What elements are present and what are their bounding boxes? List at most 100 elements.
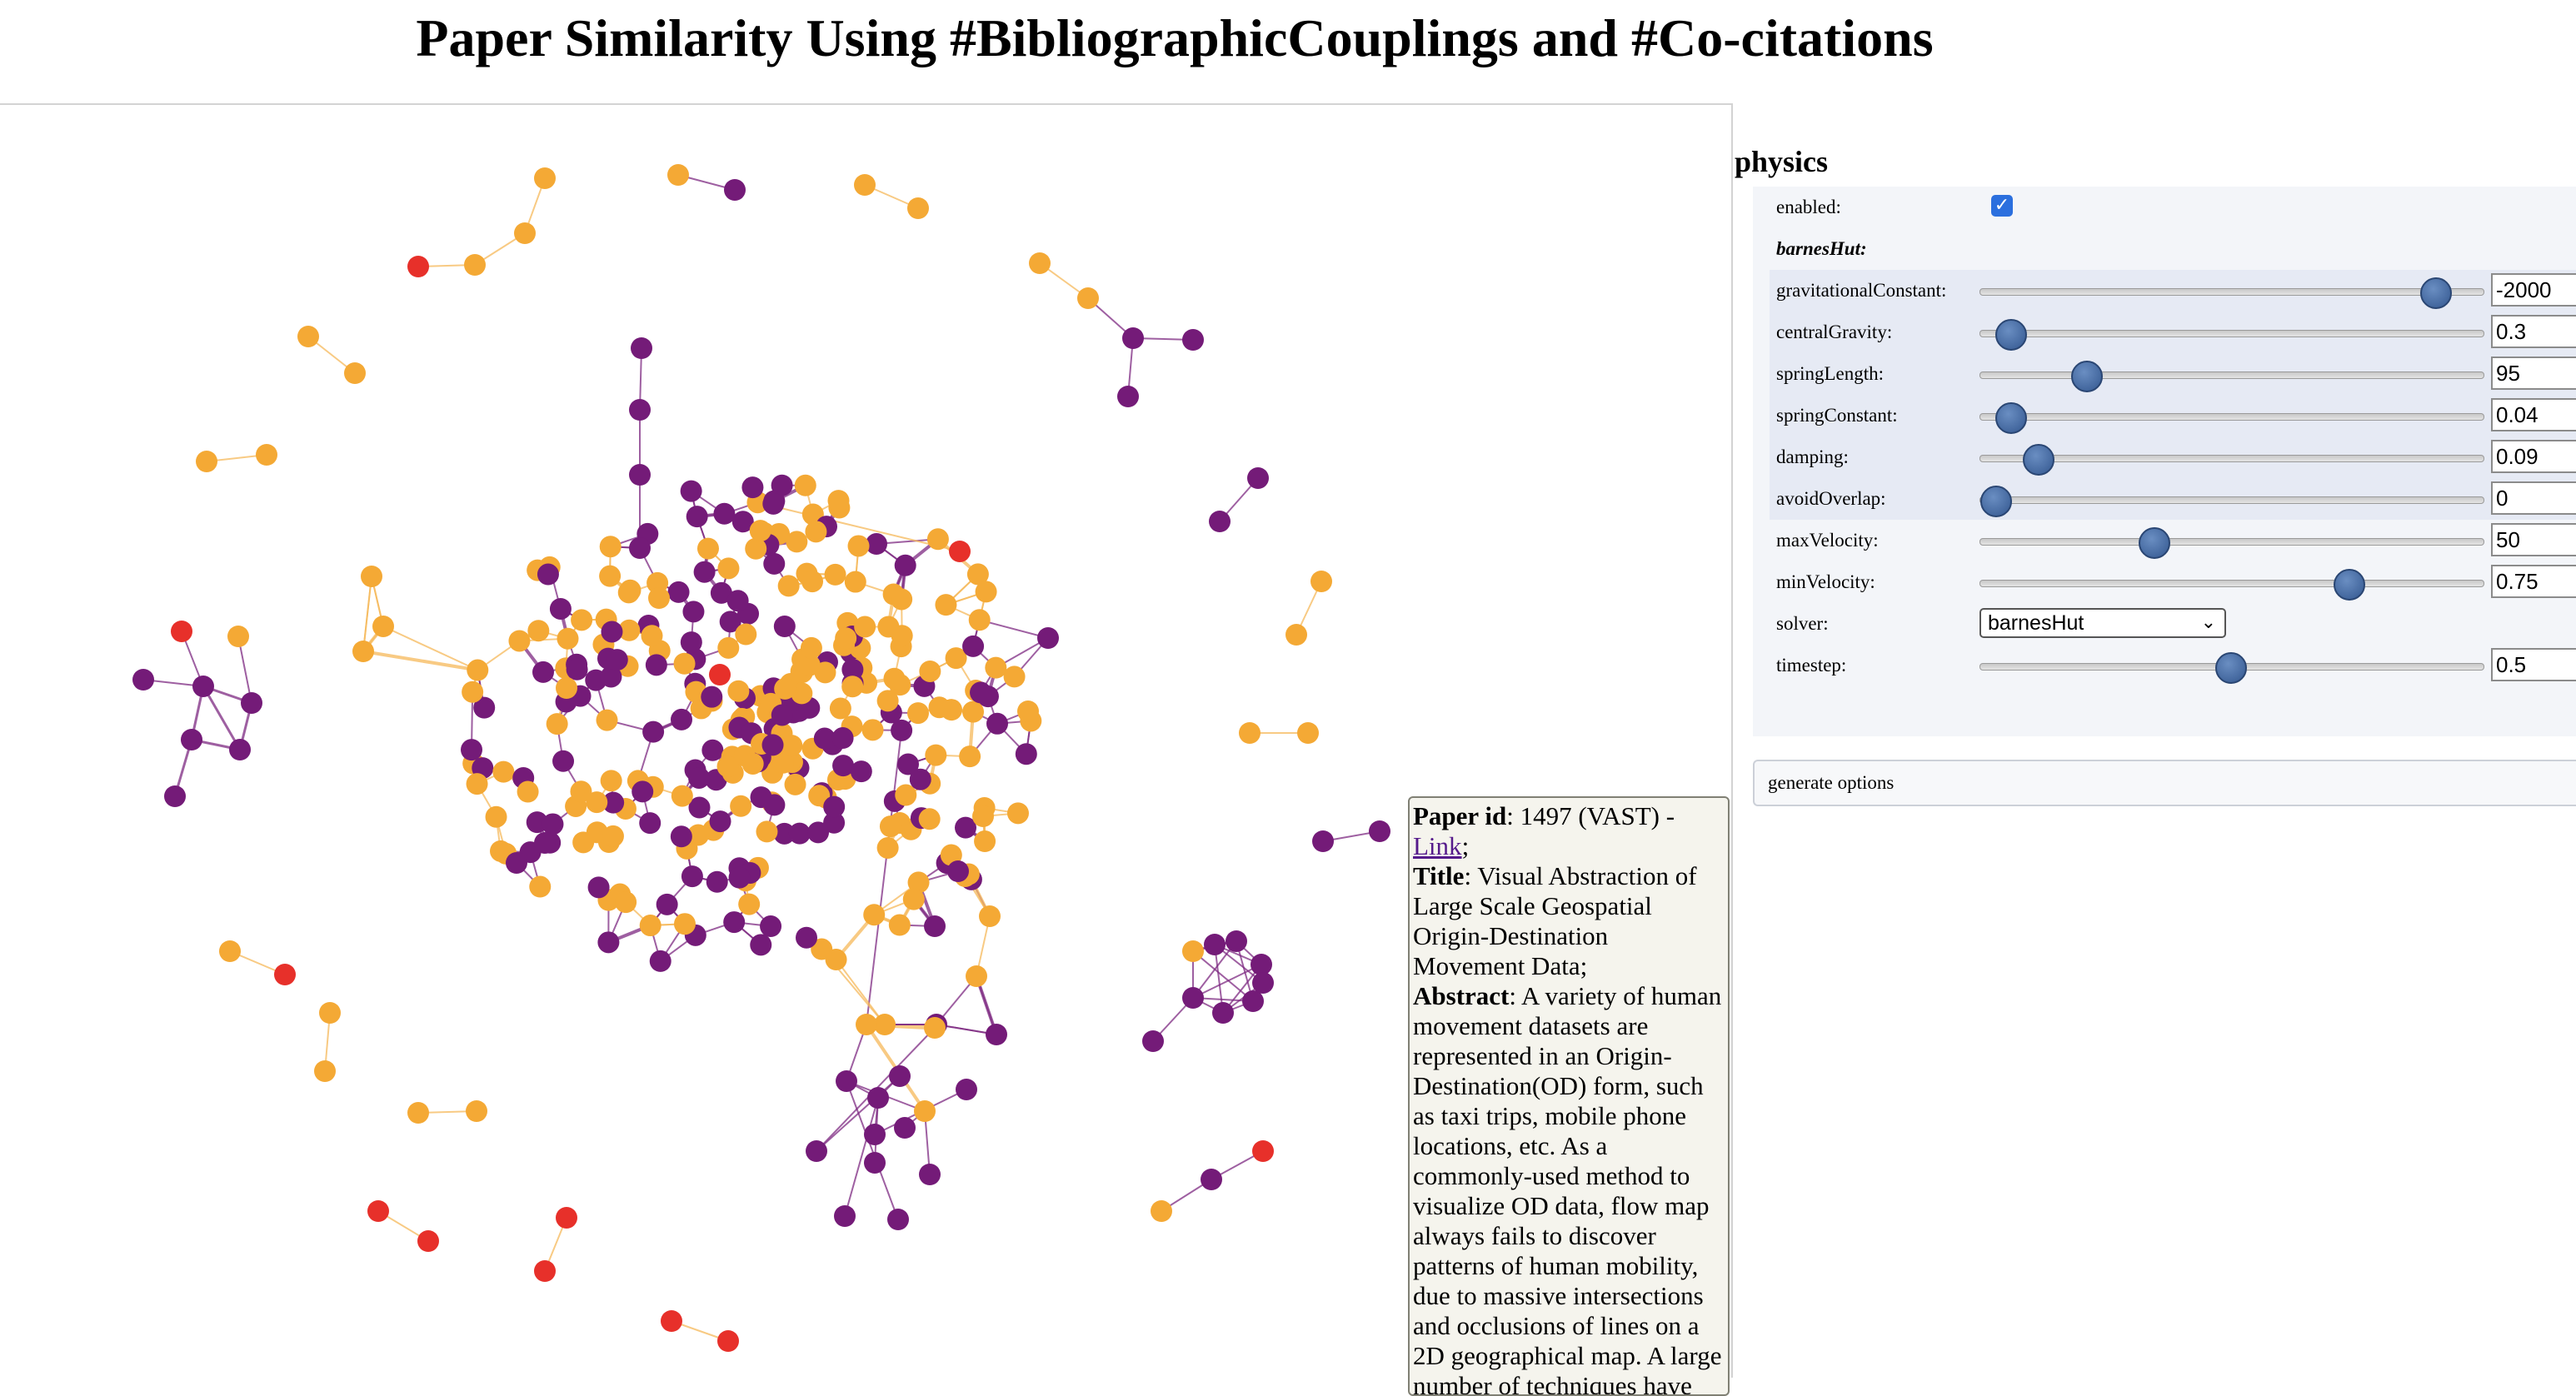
- graph-node-orange[interactable]: [848, 535, 870, 556]
- graph-node-orange[interactable]: [508, 630, 530, 651]
- graph-node-purple[interactable]: [706, 871, 728, 893]
- graph-node-orange[interactable]: [935, 594, 956, 616]
- graph-node-purple[interactable]: [713, 503, 735, 525]
- graph-node-orange[interactable]: [969, 609, 991, 631]
- graph-node-purple[interactable]: [774, 616, 796, 637]
- paper-link[interactable]: Link: [1413, 831, 1462, 860]
- graph-node-orange[interactable]: [361, 566, 382, 587]
- graph-node-purple[interactable]: [229, 739, 251, 760]
- option-slider-thumb[interactable]: [1980, 486, 2012, 517]
- graph-node-orange[interactable]: [750, 520, 771, 541]
- graph-node-orange[interactable]: [344, 362, 366, 384]
- option-slider-thumb[interactable]: [1995, 402, 2027, 434]
- graph-node-orange[interactable]: [845, 571, 866, 593]
- graph-node-orange[interactable]: [1239, 722, 1261, 744]
- option-slider[interactable]: [1979, 496, 2484, 504]
- graph-node-purple[interactable]: [1182, 987, 1204, 1009]
- graph-node-purple[interactable]: [724, 179, 746, 201]
- graph-node-orange[interactable]: [727, 681, 749, 702]
- graph-node-orange[interactable]: [492, 761, 514, 783]
- graph-node-purple[interactable]: [629, 464, 651, 486]
- graph-node-purple[interactable]: [1312, 830, 1334, 852]
- graph-node-purple[interactable]: [864, 1152, 886, 1174]
- graph-node-orange[interactable]: [979, 905, 1001, 927]
- graph-node-purple[interactable]: [681, 865, 703, 887]
- graph-node-purple[interactable]: [836, 1070, 857, 1092]
- graph-node-orange[interactable]: [841, 676, 863, 697]
- graph-node-purple[interactable]: [834, 1205, 856, 1227]
- graph-node-orange[interactable]: [877, 690, 899, 711]
- graph-node-orange[interactable]: [597, 710, 618, 731]
- graph-node-red[interactable]: [274, 964, 296, 985]
- graph-node-orange[interactable]: [863, 904, 885, 925]
- graph-node-purple[interactable]: [461, 739, 482, 760]
- option-input[interactable]: 0.75: [2491, 565, 2576, 598]
- graph-node-orange[interactable]: [877, 837, 899, 859]
- graph-node-purple[interactable]: [762, 734, 784, 755]
- graph-node-orange[interactable]: [648, 587, 670, 609]
- graph-node-orange[interactable]: [227, 626, 249, 647]
- graph-node-purple[interactable]: [807, 821, 829, 843]
- graph-node-orange[interactable]: [467, 660, 488, 681]
- graph-node-purple[interactable]: [671, 709, 692, 730]
- graph-node-purple[interactable]: [895, 555, 916, 576]
- graph-node-red[interactable]: [709, 664, 731, 686]
- graph-node-purple[interactable]: [1037, 627, 1059, 649]
- graph-node-orange[interactable]: [924, 1017, 946, 1039]
- graph-node-purple[interactable]: [947, 860, 969, 882]
- graph-node-orange[interactable]: [801, 637, 822, 659]
- graph-node-purple[interactable]: [629, 537, 651, 559]
- graph-node-purple[interactable]: [1142, 1030, 1164, 1052]
- graph-node-purple[interactable]: [710, 810, 731, 832]
- option-slider-thumb[interactable]: [2139, 527, 2170, 559]
- graph-node-purple[interactable]: [537, 564, 559, 586]
- graph-node-orange[interactable]: [599, 566, 621, 587]
- graph-node-red[interactable]: [407, 256, 429, 277]
- graph-node-purple[interactable]: [1212, 1002, 1234, 1024]
- graph-node-purple[interactable]: [894, 1117, 916, 1139]
- graph-node-orange[interactable]: [745, 538, 766, 560]
- graph-node-orange[interactable]: [805, 521, 826, 542]
- graph-node-orange[interactable]: [966, 965, 987, 987]
- graph-node-orange[interactable]: [742, 753, 764, 775]
- graph-node-orange[interactable]: [619, 580, 641, 601]
- graph-node-red[interactable]: [1252, 1140, 1274, 1162]
- graph-node-purple[interactable]: [1204, 934, 1226, 955]
- graph-node-purple[interactable]: [851, 760, 872, 782]
- graph-node-orange[interactable]: [735, 624, 756, 646]
- graph-node-orange[interactable]: [880, 815, 901, 837]
- graph-node-orange[interactable]: [1077, 287, 1099, 309]
- graph-node-orange[interactable]: [891, 588, 912, 610]
- graph-node-orange[interactable]: [778, 575, 800, 596]
- graph-node-orange[interactable]: [862, 719, 884, 740]
- graph-node-orange[interactable]: [825, 564, 846, 586]
- graph-node-orange[interactable]: [641, 625, 662, 646]
- option-slider-thumb[interactable]: [2023, 444, 2054, 476]
- graph-node-orange[interactable]: [914, 1100, 936, 1122]
- graph-node-red[interactable]: [417, 1230, 439, 1252]
- graph-node-purple[interactable]: [681, 631, 702, 653]
- graph-node-orange[interactable]: [889, 915, 911, 936]
- graph-node-orange[interactable]: [972, 805, 994, 827]
- graph-node-orange[interactable]: [600, 536, 622, 557]
- graph-node-orange[interactable]: [297, 326, 319, 347]
- graph-node-purple[interactable]: [650, 950, 671, 972]
- graph-node-purple[interactable]: [760, 915, 781, 937]
- timestep-input[interactable]: 0.5: [2491, 648, 2576, 681]
- graph-node-red[interactable]: [717, 1330, 739, 1352]
- graph-node-red[interactable]: [949, 541, 971, 562]
- graph-node-orange[interactable]: [529, 876, 551, 898]
- graph-node-purple[interactable]: [910, 769, 931, 790]
- graph-node-purple[interactable]: [646, 654, 667, 676]
- graph-node-orange[interactable]: [1017, 700, 1039, 722]
- graph-node-orange[interactable]: [464, 254, 486, 276]
- graph-node-orange[interactable]: [976, 581, 997, 602]
- graph-node-orange[interactable]: [697, 538, 719, 560]
- graph-node-red[interactable]: [534, 1260, 556, 1282]
- graph-node-orange[interactable]: [667, 164, 689, 186]
- graph-node-orange[interactable]: [781, 735, 802, 756]
- graph-node-purple[interactable]: [1122, 327, 1144, 349]
- timestep-slider-thumb[interactable]: [2215, 652, 2247, 684]
- graph-node-purple[interactable]: [241, 692, 262, 714]
- graph-node-orange[interactable]: [907, 702, 929, 724]
